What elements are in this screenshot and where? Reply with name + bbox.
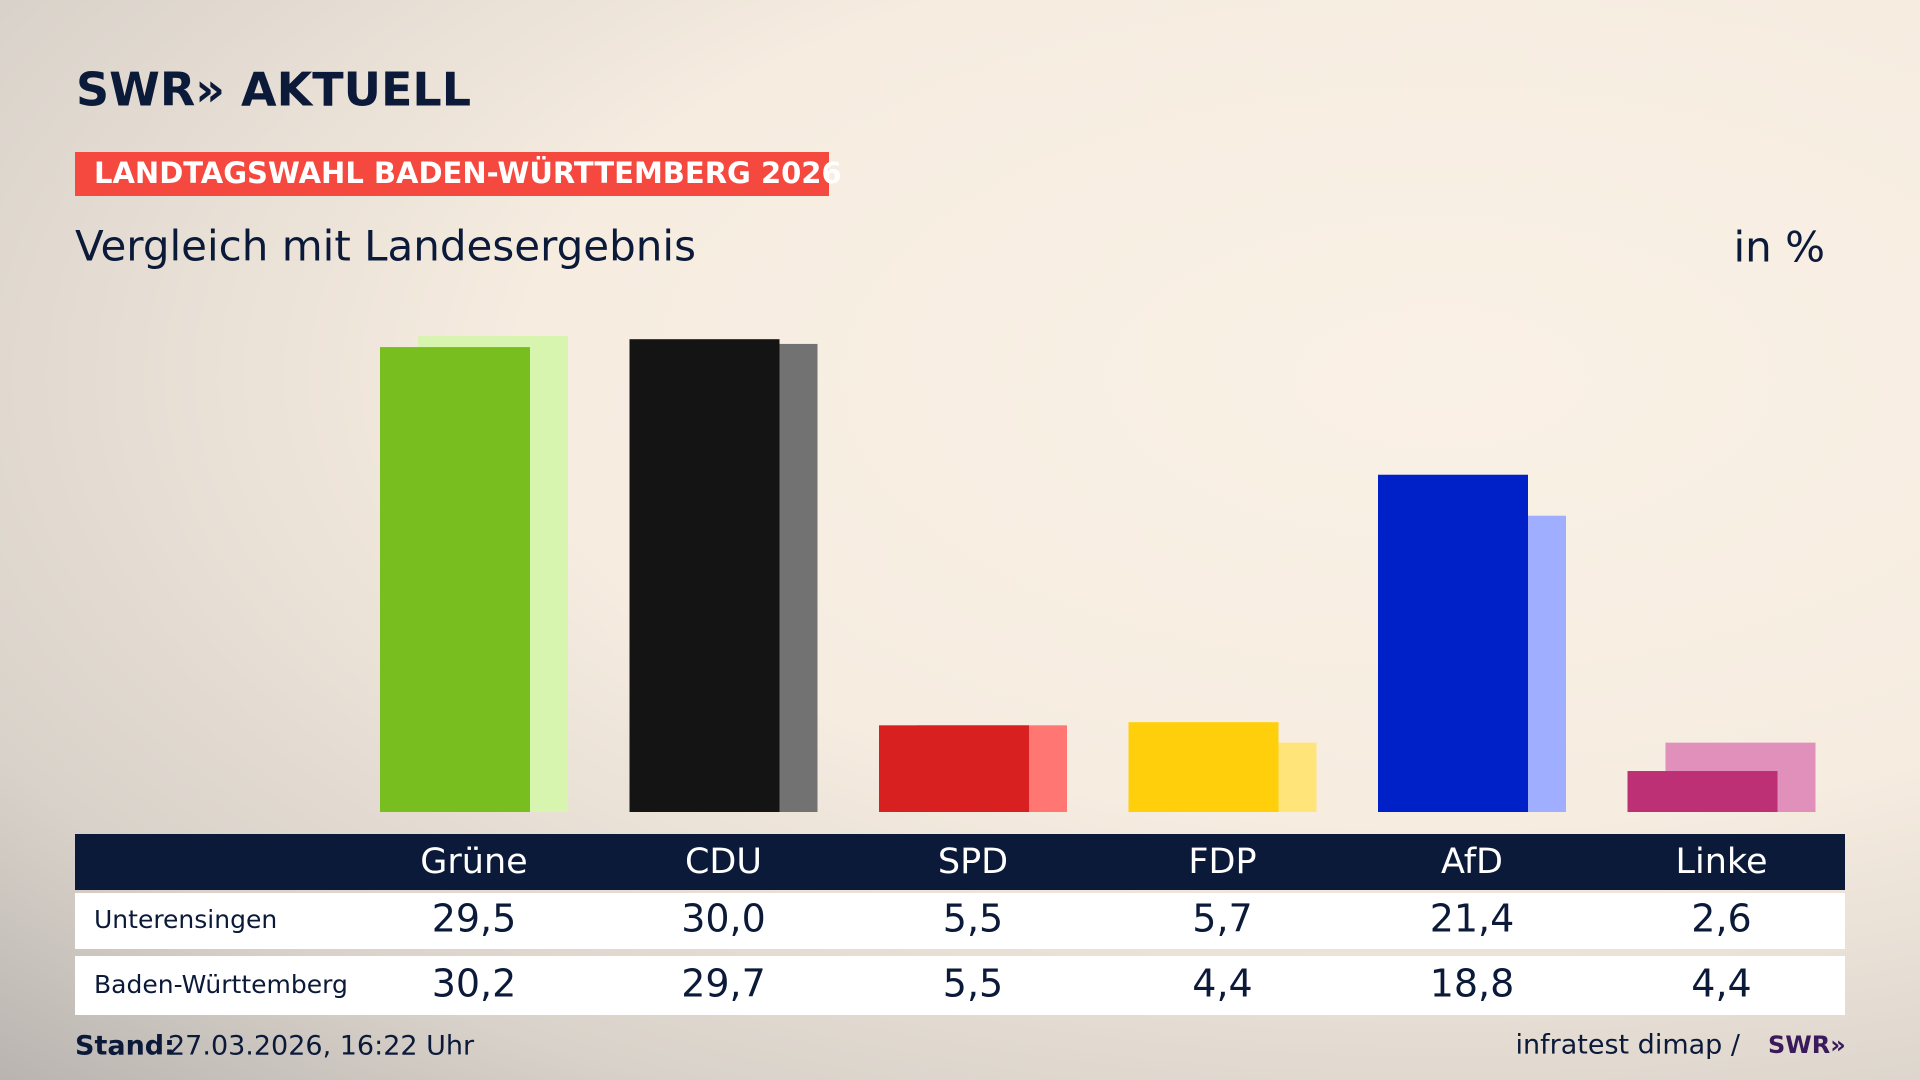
unit: in % [1733, 223, 1825, 272]
category-label: Grüne [420, 842, 527, 882]
value-label: 30,0 [681, 897, 766, 941]
legend-label: Unterensingen [94, 905, 277, 934]
bar [1378, 474, 1528, 812]
logo: SWR» AKTUELL [76, 63, 471, 117]
bar [629, 339, 780, 812]
table-header [75, 834, 1845, 890]
bar [1627, 771, 1778, 812]
legend-label: Baden-Württemberg [94, 970, 348, 999]
banner: LANDTAGSWAHL BADEN-WÜRTTEMBERG 2026 [94, 156, 842, 190]
category-label: SPD [938, 842, 1008, 882]
table-row [75, 956, 1845, 1015]
category-label: Linke [1676, 842, 1768, 882]
category-label: FDP [1188, 842, 1256, 882]
table-row [75, 893, 1845, 949]
bar [879, 725, 1029, 812]
value-label: 5,5 [943, 897, 1003, 941]
value-label: 29,7 [681, 962, 766, 1006]
source-logo: SWR» [1768, 1031, 1846, 1059]
value-label: 30,2 [432, 962, 517, 1006]
value-label: 4,4 [1691, 962, 1751, 1006]
value-label: 29,5 [432, 897, 517, 941]
chart-title: Vergleich mit Landesergebnis [75, 222, 696, 271]
value-label: 5,5 [943, 962, 1003, 1006]
bar [1128, 722, 1279, 812]
source: infratest dimap / [1515, 1030, 1740, 1061]
value-label: 4,4 [1192, 962, 1252, 1006]
banner-bg [75, 152, 829, 196]
value-label: 18,8 [1430, 962, 1515, 1006]
bar [380, 347, 530, 812]
value-label: 2,6 [1691, 897, 1751, 941]
stand-label: Stand: [75, 1031, 175, 1062]
value-label: 21,4 [1430, 897, 1515, 941]
stand-value: 27.03.2026, 16:22 Uhr [168, 1031, 475, 1062]
value-label: 5,7 [1192, 897, 1252, 941]
category-label: CDU [685, 842, 762, 882]
category-label: AfD [1441, 842, 1503, 882]
